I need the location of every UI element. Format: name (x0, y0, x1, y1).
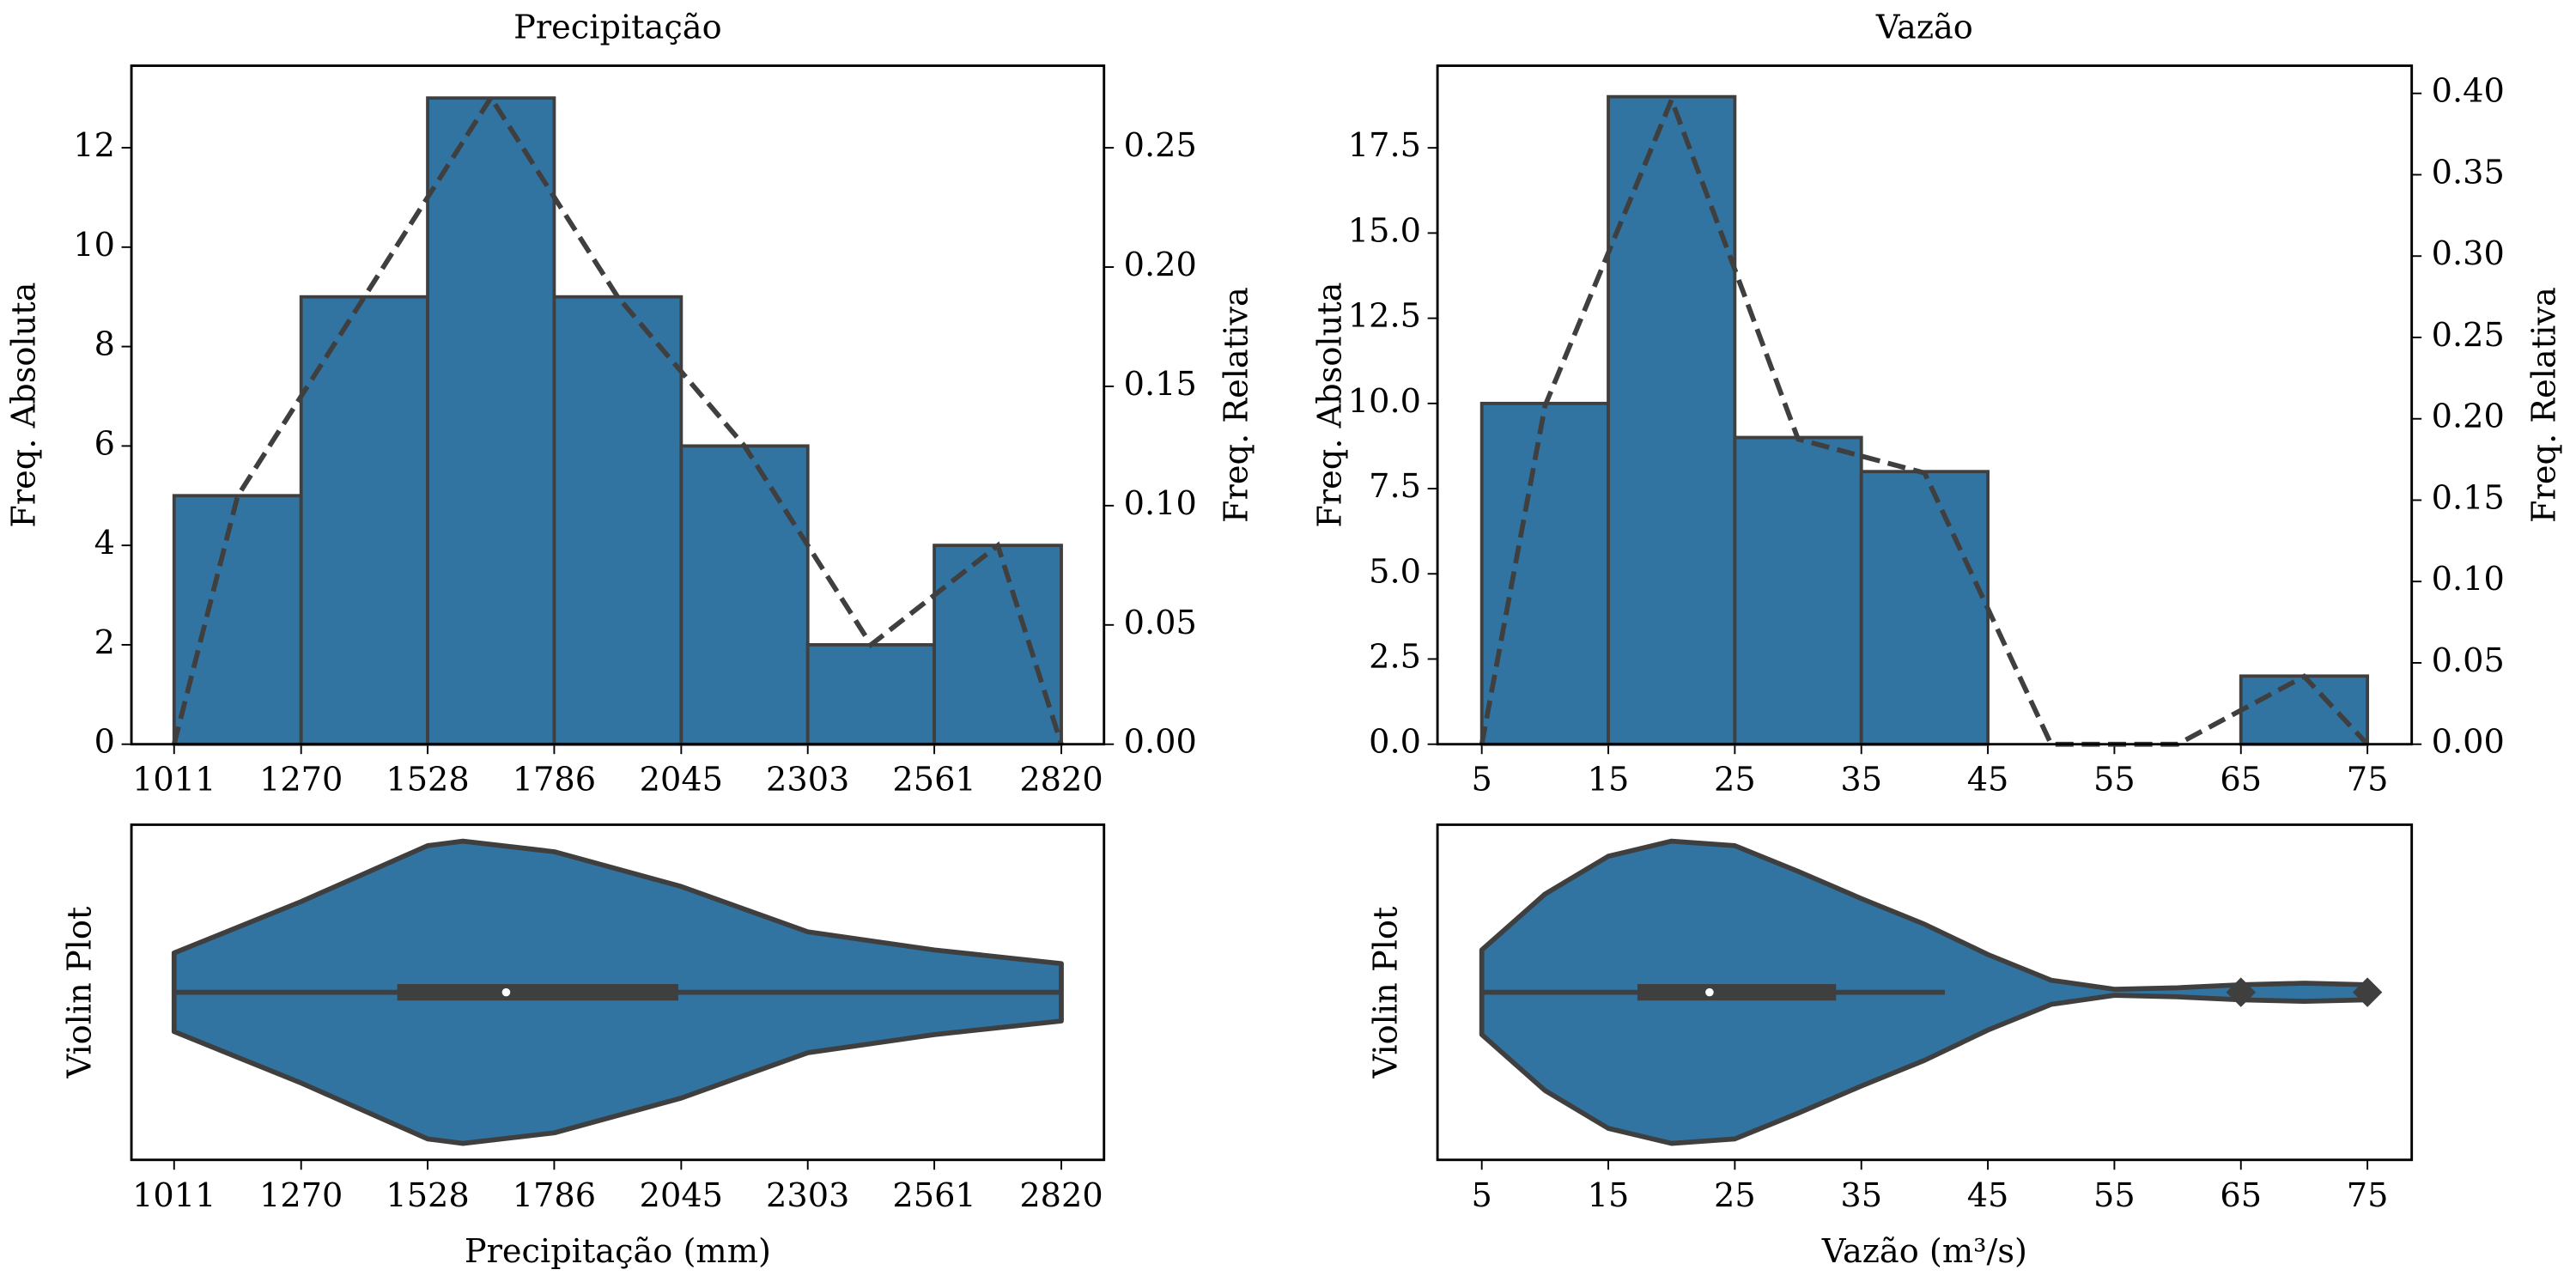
x-tick-label: 55 (2093, 1176, 2136, 1215)
y-tick-label: 17.5 (1348, 126, 1421, 165)
frequency-polygon (1479, 93, 2370, 747)
x-tick-label: 45 (1967, 761, 2009, 799)
y-axis-label: Violin Plot (1367, 906, 1406, 1078)
x-tick-label: 1270 (259, 761, 343, 799)
y-tick-label: 5.0 (1369, 552, 1421, 591)
x-tick-label: 55 (2093, 761, 2136, 799)
x-tick-label: 15 (1588, 761, 1630, 799)
x-tick-label: 35 (1840, 761, 1882, 799)
x-tick-label: 1011 (132, 761, 216, 799)
histogram-bar (933, 544, 1063, 746)
y2-tick-label: 0.30 (2432, 234, 2505, 273)
outlier (2352, 977, 2383, 1007)
y-tick-label: 0 (94, 723, 115, 762)
x-tick-label: 2045 (640, 1176, 723, 1215)
y-tick-label: 10 (73, 226, 115, 264)
y-tick-label: 2.5 (1369, 637, 1421, 676)
axes-frame (1436, 64, 2414, 746)
y2-tick-label: 0.15 (1124, 365, 1197, 404)
x-tick-label: 2820 (1019, 761, 1103, 799)
x-tick-label: 75 (2347, 761, 2389, 799)
x-tick-label: 2303 (766, 761, 849, 799)
x-tick-label: 35 (1840, 1176, 1882, 1215)
x-tick-label: 75 (2347, 1176, 2389, 1215)
histogram-bar (552, 295, 683, 746)
x-axis-label: Precipitação (mm) (465, 1232, 771, 1271)
y2-tick-label: 0.25 (2432, 316, 2505, 355)
y-axis-label: Violin Plot (61, 906, 100, 1078)
histogram-bar (426, 96, 556, 746)
y-tick-label: 0.0 (1369, 723, 1421, 762)
y-axis-label: Freq. Absoluta (5, 283, 44, 528)
y2-tick-label: 0.25 (1124, 126, 1197, 165)
y2-tick-label: 0.35 (2432, 153, 2505, 191)
histogram-bar (172, 494, 303, 746)
y-axis-label: Freq. Absoluta (1311, 283, 1350, 528)
y-tick-label: 4 (94, 524, 115, 562)
histogram-bar (2239, 674, 2370, 746)
y-tick-label: 12.5 (1348, 297, 1421, 336)
x-tick-label: 2561 (892, 761, 975, 799)
histogram-bar (805, 643, 936, 746)
y2-tick-label: 0.15 (2432, 478, 2505, 517)
histogram-bar (679, 444, 810, 746)
y2-tick-label: 0.20 (1124, 246, 1197, 284)
median (1705, 987, 1714, 997)
x-tick-label: 2561 (892, 1176, 975, 1215)
iqr-box (1637, 984, 1837, 1001)
histogram-bar (1607, 94, 1737, 746)
x-tick-label: 1011 (132, 1176, 216, 1215)
x-tick-label: 1786 (513, 761, 596, 799)
y2-tick-label: 0.05 (2432, 641, 2505, 680)
x-tick-label: 1528 (386, 1176, 469, 1215)
y-tick-label: 7.5 (1369, 467, 1421, 506)
y-tick-label: 10.0 (1348, 382, 1421, 421)
histogram-bar (1859, 470, 1990, 746)
y-tick-label: 6 (94, 424, 115, 463)
histogram-bar (299, 295, 429, 746)
histogram-bar (1479, 401, 1610, 746)
x-tick-label: 1270 (259, 1176, 343, 1215)
axes-frame (130, 64, 1106, 746)
y-tick-label: 15.0 (1348, 211, 1421, 250)
y2-tick-label: 0.10 (2432, 560, 2505, 598)
y2-tick-label: 0.40 (2432, 72, 2505, 111)
x-tick-label: 65 (2220, 761, 2262, 799)
x-tick-label: 2045 (640, 761, 723, 799)
y2-tick-label: 0.00 (2432, 723, 2505, 762)
median (501, 987, 511, 997)
x-tick-label: 5 (1472, 761, 1492, 799)
x-tick-label: 25 (1714, 761, 1756, 799)
x-tick-label: 2820 (1019, 1176, 1103, 1215)
x-tick-label: 25 (1714, 1176, 1756, 1215)
histogram-bar (1733, 435, 1863, 746)
y2-tick-label: 0.20 (2432, 398, 2505, 436)
y2-tick-label: 0.10 (1124, 484, 1197, 523)
x-tick-label: 65 (2220, 1176, 2262, 1215)
y-tick-label: 2 (94, 623, 115, 662)
chart-title: Precipitação (513, 8, 721, 46)
y2-axis-label: Freq. Relativa (1218, 287, 1256, 523)
y2-axis-label: Freq. Relativa (2525, 287, 2564, 523)
frequency-polygon (171, 93, 1064, 745)
iqr-box (397, 984, 678, 1001)
outlier (2226, 977, 2256, 1007)
x-tick-label: 1786 (513, 1176, 596, 1215)
y-tick-label: 8 (94, 325, 115, 364)
chart-title: Vazão (1875, 8, 1973, 46)
x-tick-label: 2303 (766, 1176, 849, 1215)
x-axis-label: Vazão (m³/s) (1821, 1232, 2027, 1271)
axes-frame (1436, 823, 2414, 1162)
y2-tick-label: 0.05 (1124, 604, 1197, 642)
axes-frame (130, 823, 1106, 1162)
y-tick-label: 12 (73, 126, 115, 165)
x-tick-label: 45 (1967, 1176, 2009, 1215)
x-tick-label: 1528 (386, 761, 469, 799)
y2-tick-label: 0.00 (1124, 723, 1197, 762)
x-tick-label: 15 (1588, 1176, 1630, 1215)
x-tick-label: 5 (1472, 1176, 1492, 1215)
